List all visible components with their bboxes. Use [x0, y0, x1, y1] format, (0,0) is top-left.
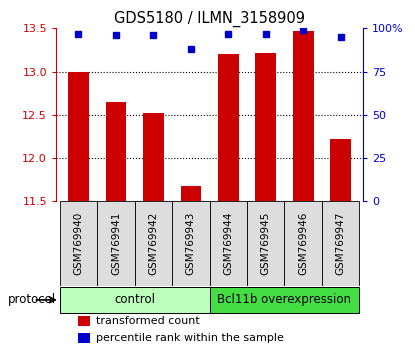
Text: protocol: protocol	[8, 293, 56, 307]
Bar	[210, 201, 247, 286]
Bar	[78, 333, 90, 343]
Bar	[97, 201, 135, 286]
Text: GSM769945: GSM769945	[261, 212, 271, 275]
Text: GSM769941: GSM769941	[111, 212, 121, 275]
Bar	[322, 201, 359, 286]
Bar	[172, 201, 210, 286]
Text: transformed count: transformed count	[96, 316, 200, 326]
Bar	[143, 113, 164, 201]
Bar	[256, 52, 276, 201]
Bar	[330, 139, 351, 201]
Bar	[210, 287, 359, 313]
Bar	[247, 201, 284, 286]
Text: GSM769940: GSM769940	[73, 212, 83, 275]
Bar	[293, 31, 313, 201]
Text: GSM769947: GSM769947	[336, 212, 346, 275]
Bar	[284, 201, 322, 286]
Bar	[78, 316, 90, 326]
Bar	[135, 201, 172, 286]
Bar	[218, 54, 239, 201]
Text: GSM769942: GSM769942	[149, 212, 159, 275]
Bar	[60, 201, 97, 286]
Bar	[106, 102, 126, 201]
Text: Bcl11b overexpression: Bcl11b overexpression	[217, 293, 352, 307]
Bar	[60, 287, 210, 313]
Bar	[181, 185, 201, 201]
Text: control: control	[114, 293, 155, 307]
Text: GSM769944: GSM769944	[223, 212, 233, 275]
Text: GSM769943: GSM769943	[186, 212, 196, 275]
Bar	[68, 72, 89, 201]
Title: GDS5180 / ILMN_3158909: GDS5180 / ILMN_3158909	[114, 11, 305, 27]
Text: GSM769946: GSM769946	[298, 212, 308, 275]
Text: percentile rank within the sample: percentile rank within the sample	[96, 333, 284, 343]
